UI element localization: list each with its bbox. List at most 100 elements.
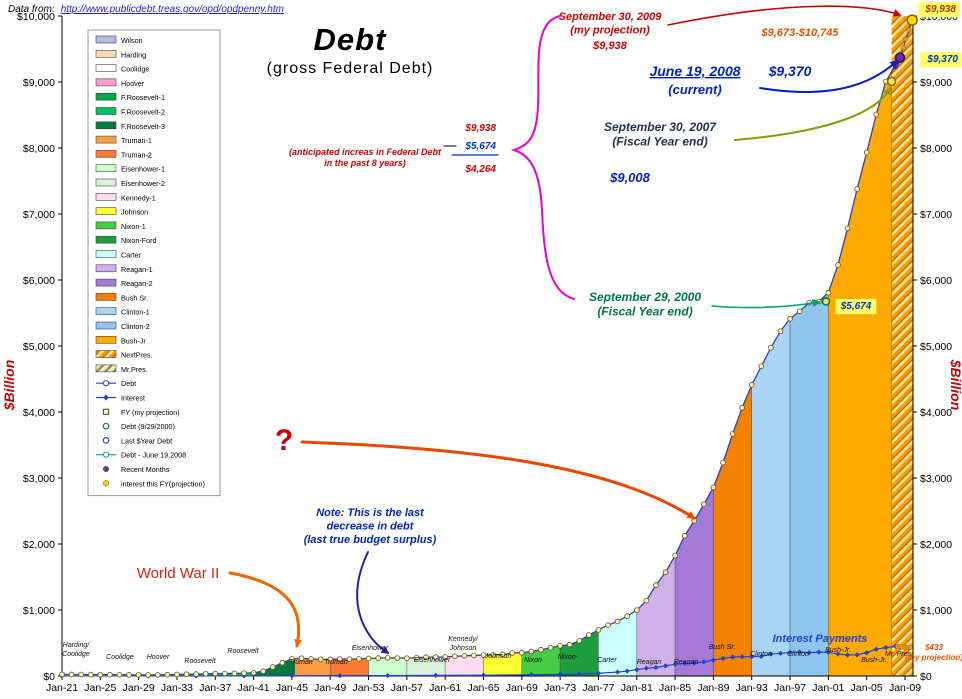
arrow-sept-2007 [734,86,891,141]
debt-marker [729,431,736,437]
y-tick-label-right: $8,000 [920,143,952,155]
president-label: Nixon- [558,654,579,661]
president-label: Johnson [449,645,477,652]
debt-marker [365,655,372,662]
legend-item-bush-sr: Bush Sr. [95,293,148,302]
president-label: Bush-Jr. [825,647,851,654]
president-label: Kennedy/ [448,636,479,643]
y-axis-title-right: $Billion [948,359,962,411]
debt-marker [413,654,420,661]
debt-marker [768,344,774,351]
interest-marker [662,663,669,669]
debt-marker [825,289,832,296]
debt-marker [528,648,535,655]
y-tick-label-right: $0 [920,671,932,683]
interest-marker [701,659,707,665]
data-source-link[interactable]: http://www.publicdebt.treas.gov/opd/opdp… [60,4,284,15]
debt-marker [624,613,630,619]
legend-label: F.Roosevelt-3 [121,122,165,131]
x-tick-label: Jan-41 [238,682,270,694]
debt-marker [653,582,659,588]
debt-marker [337,656,343,662]
debt-marker [557,642,563,649]
x-tick-label: Jan-05 [851,682,883,694]
legend-item-eisenhower-1: Eisenhower-1 [95,164,165,174]
interest-marker [729,654,736,660]
x-tick-label: Jan-25 [84,682,116,694]
arrow-june-2008 [759,59,899,93]
sept-30-2009-value: $9,938 [592,40,628,52]
legend-label: Truman-2 [121,150,152,159]
president-label: Roosevelt [184,658,216,665]
debt-marker [202,670,209,677]
legend-label: Debt - June 19,2008 [121,451,186,460]
sept-30-2007-label: September 30, 2007 (Fiscal Year end) [604,120,717,149]
legend-item-eisenhower-2: Eisenhower-2 [95,178,165,188]
arrow-note [356,551,390,654]
legend-item-fy-my-projection: FY (my projection) [102,408,180,417]
legend-item-hoover: Hoover [95,78,145,88]
y-tick-label-left: $10,000 [17,11,55,23]
debt-marker [116,671,123,678]
debt-marker [212,670,219,677]
legend-label: Carter [121,251,142,260]
legend-item-truman-2: Truman-2 [95,150,152,159]
y-tick-label-left: $1,000 [23,605,55,617]
debt-series [59,14,918,678]
president-label: Mr. Pres. [885,651,913,658]
x-tick-label: Jan-45 [276,682,308,694]
president-segment-reagan-2 [674,486,714,677]
debt-marker [576,638,583,644]
debt-marker [250,669,257,676]
debt-marker [863,149,870,156]
debt-marker [279,659,286,666]
x-tick-label: Jan-97 [774,682,806,694]
president-label: Eisenhower [352,645,389,652]
debt-marker [739,404,745,411]
y-tick-label-left: $7,000 [23,209,55,221]
debt-marker [269,664,276,670]
legend-item-interest: Interest [96,394,145,403]
debt-marker [519,649,525,656]
y-tick-label-right: $1,000 [920,605,952,617]
interest-payments-label: Interest Payments [773,633,868,645]
debt-marker [442,654,448,660]
june-19-2008-value: $9,370 [768,63,812,79]
last-decrease-note: Note: This is the last decrease in debt (l… [304,507,437,546]
x-tick-label: Jan-37 [199,682,231,694]
y-axis-title-left: $Billion [1,360,17,412]
interest-marker [749,654,755,660]
debt-marker [97,671,104,678]
top-debt-value: $9,938 [924,4,956,15]
legend-item-mr-pres: Mr.Pres. [95,364,148,374]
june-19-2008-label: June 19, 2008 [649,63,740,79]
legend-item-nextpres: NextPres. [95,350,153,360]
y-tick-label-right: $6,000 [920,275,952,287]
debt-marker [777,328,784,334]
debt-projection-dot [906,27,912,33]
interest-series [59,643,913,679]
debt-marker [317,656,324,663]
fy2000-value: $5,674 [840,301,872,312]
debt-marker [873,111,880,118]
president-label: Truman [324,659,348,666]
x-tick-label: Jan-93 [736,682,768,694]
interest-marker [797,649,803,655]
interest-marker [643,665,649,671]
chart-subtitle: (gross Federal Debt) [266,60,434,77]
legend-item-debt-9-29-2000: Debt (9/29/2000) [102,422,175,431]
debt-marker [298,655,305,662]
debt-marker [375,655,381,661]
arrow-ww2 [228,571,303,648]
legend-item-reagan-2: Reagan-2 [95,278,153,288]
legend-label: Nixon-Ford [121,236,157,245]
president-segment-bush-jr [828,70,892,677]
y-tick-label-left: $9,000 [23,77,55,89]
debt-marker [135,672,142,678]
legend-label: NextPres. [121,351,153,360]
president-label: Truman [289,659,313,666]
legend-label: F.Roosevelt-1 [121,93,165,102]
legend: Wilson Harding Coolidge Hoover F.Roosevelt-1… [87,29,221,497]
legend-item-coolidge: Coolidge [95,64,149,74]
